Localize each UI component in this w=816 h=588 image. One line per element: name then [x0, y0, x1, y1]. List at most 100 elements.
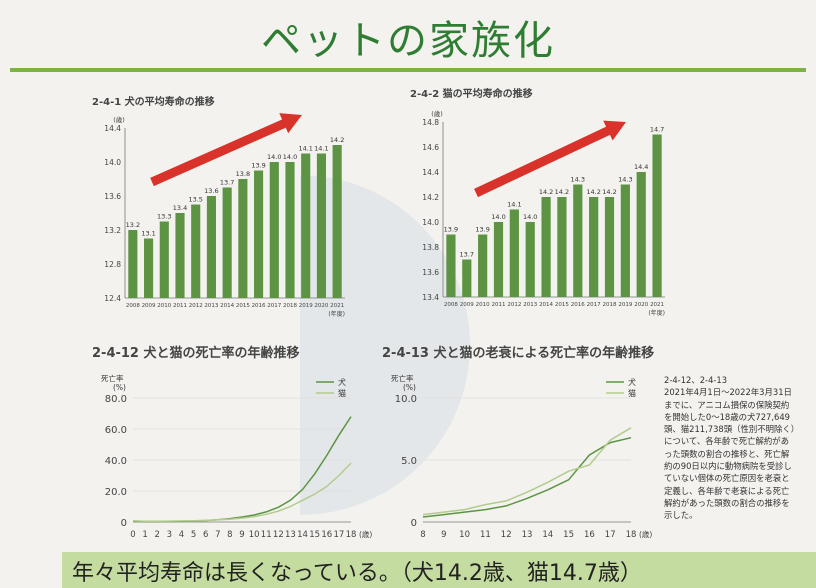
mortality-y-tick-label: 80.0 [105, 394, 127, 405]
cat-life-bar [652, 134, 662, 297]
mortality-x-tick-label: 18 [346, 530, 357, 540]
dog-life-x-tick-label: 2017 [267, 303, 281, 309]
cat-life-x-unit: (年度) [648, 309, 665, 317]
senility-x-tick-label: 9 [441, 530, 446, 540]
page-title: ペットの家族化 [261, 18, 555, 64]
cat-life-x-tick-label: 2015 [555, 302, 569, 308]
mortality-x-tick-label: 3 [167, 530, 172, 540]
dog-life-x-tick-label: 2020 [314, 303, 328, 309]
cat-life-bar [620, 184, 630, 297]
dog-life-bar-value: 13.9 [251, 162, 265, 170]
dog-life-bar [144, 238, 154, 298]
dog-life-trend-arrow-head [279, 113, 302, 134]
mortality-series-cat-line [132, 462, 352, 522]
mortality-x-tick-label: 13 [285, 530, 296, 540]
dog-life-x-tick-label: 2016 [252, 303, 266, 309]
dog-life-x-tick-label: 2011 [173, 303, 187, 309]
senility-x-tick-label: 14 [542, 530, 553, 540]
senility-series-cat-line [422, 427, 632, 516]
cat-life-y-tick-label: 13.4 [422, 293, 439, 302]
note-refs: 2-4-12、2-4-13 [664, 375, 728, 385]
mortality-y-tick-label: 60.0 [105, 425, 127, 436]
dog-life-x-tick-label: 2014 [220, 303, 234, 309]
dog-life-bar [238, 179, 248, 298]
senility-x-tick-label: 11 [480, 530, 491, 540]
methodology-note: 2-4-12、2-4-13 2021年4月1日〜2022年3月31日までに、アニ… [664, 374, 796, 522]
cat-life-trend-arrow-head [603, 120, 626, 141]
senility-chart-title: 2-4-13 犬と猫の老衰による死亡率の年齢推移 [382, 346, 655, 361]
dog-life-bar-value: 13.6 [204, 187, 218, 195]
dog-life-bar-value: 13.7 [220, 179, 234, 187]
mortality-x-tick-label: 17 [333, 530, 344, 540]
dog-life-bar-value: 13.5 [188, 196, 202, 204]
cat-life-y-tick-label: 14.6 [422, 143, 439, 152]
dog-life-x-tick-label: 2021 [330, 303, 344, 309]
senility-x-tick-label: 17 [605, 530, 616, 540]
dog-life-bar [175, 213, 185, 298]
cat-life-y-tick-label: 13.6 [422, 268, 439, 277]
cat-life-y-tick-label: 14.4 [422, 168, 439, 177]
senility-x-tick-label: 16 [584, 530, 595, 540]
mortality-y-tick-label: 0 [121, 518, 127, 529]
mortality-x-tick-label: 9 [239, 530, 244, 540]
cat-life-bar-value: 14.2 [602, 188, 616, 196]
dog-life-bar-value: 14.1 [298, 145, 312, 153]
title-divider [10, 68, 806, 72]
cat-life-y-tick-label: 14.8 [422, 118, 439, 127]
dog-life-bar [191, 204, 201, 298]
senility-x-unit: (歳) [639, 529, 652, 539]
mortality-y-unit: (%) [113, 383, 126, 392]
cat-life-x-tick-label: 2013 [523, 302, 537, 308]
mortality-x-tick-label: 10 [249, 530, 260, 540]
dog-life-bar-value: 13.3 [157, 213, 171, 221]
dog-life-chart-title: 2-4-1 犬の平均寿命の推移 [92, 97, 215, 108]
dog-life-bar [159, 221, 169, 298]
mortality-series-dog-line [132, 416, 352, 523]
senility-y-tick-label: 0 [411, 518, 417, 529]
mortality-x-tick-label: 1 [142, 530, 147, 540]
dog-life-bar [254, 170, 264, 298]
dog-life-y-tick-label: 12.8 [104, 260, 121, 269]
dog-life-x-tick-label: 2015 [236, 303, 250, 309]
dog-life-y-tick-label: 13.2 [104, 226, 121, 235]
dog-life-x-tick-label: 2009 [142, 303, 156, 309]
cat-life-bar-value: 14.2 [555, 188, 569, 196]
cat-life-x-tick-label: 2021 [650, 302, 664, 308]
dog-life-bar [332, 145, 342, 298]
cat-life-bar-value: 14.3 [571, 176, 585, 184]
cat-life-bar [557, 197, 567, 297]
cat-life-bar-value: 14.2 [586, 188, 600, 196]
cat-life-y-tick-label: 14.2 [422, 193, 439, 202]
mortality-x-tick-label: 14 [297, 530, 308, 540]
dog-life-bar [285, 162, 295, 298]
cat-life-x-tick-label: 2014 [539, 302, 553, 308]
cat-life-x-tick-label: 2017 [587, 302, 601, 308]
footer-banner [62, 552, 816, 588]
senility-x-tick-label: 12 [501, 530, 512, 540]
dog-life-x-tick-label: 2012 [189, 303, 203, 309]
cat-life-x-tick-label: 2018 [603, 302, 617, 308]
mortality-x-tick-label: 11 [261, 530, 272, 540]
footer-text: 年々平均寿命は長くなっている。（犬14.2歳、猫14.7歳） [72, 561, 642, 586]
cat-life-bar-value: 14.7 [650, 126, 664, 134]
mortality-x-tick-label: 15 [309, 530, 320, 540]
dog-life-y-tick-label: 14.0 [104, 158, 121, 167]
mortality-y-tick-label: 40.0 [105, 456, 127, 467]
cat-life-bar [493, 222, 504, 297]
senility-x-tick-label: 8 [420, 530, 425, 540]
cat-life-bar [573, 184, 583, 297]
mortality-x-tick-label: 8 [227, 530, 232, 540]
dog-life-bar [128, 230, 138, 298]
mortality-x-tick-label: 6 [203, 530, 208, 540]
dog-life-bar-value: 14.1 [314, 145, 328, 153]
cat-life-x-tick-label: 2010 [476, 302, 490, 308]
cat-life-bar [478, 234, 488, 297]
cat-life-bar [636, 172, 646, 297]
dog-life-x-tick-label: 2019 [299, 303, 313, 309]
dog-life-bar [222, 187, 232, 298]
dog-life-bar-value: 13.2 [126, 221, 140, 229]
senility-x-tick-label: 15 [563, 530, 574, 540]
dog-life-x-tick-label: 2013 [204, 303, 218, 309]
senility-y-unit: (%) [403, 383, 416, 392]
